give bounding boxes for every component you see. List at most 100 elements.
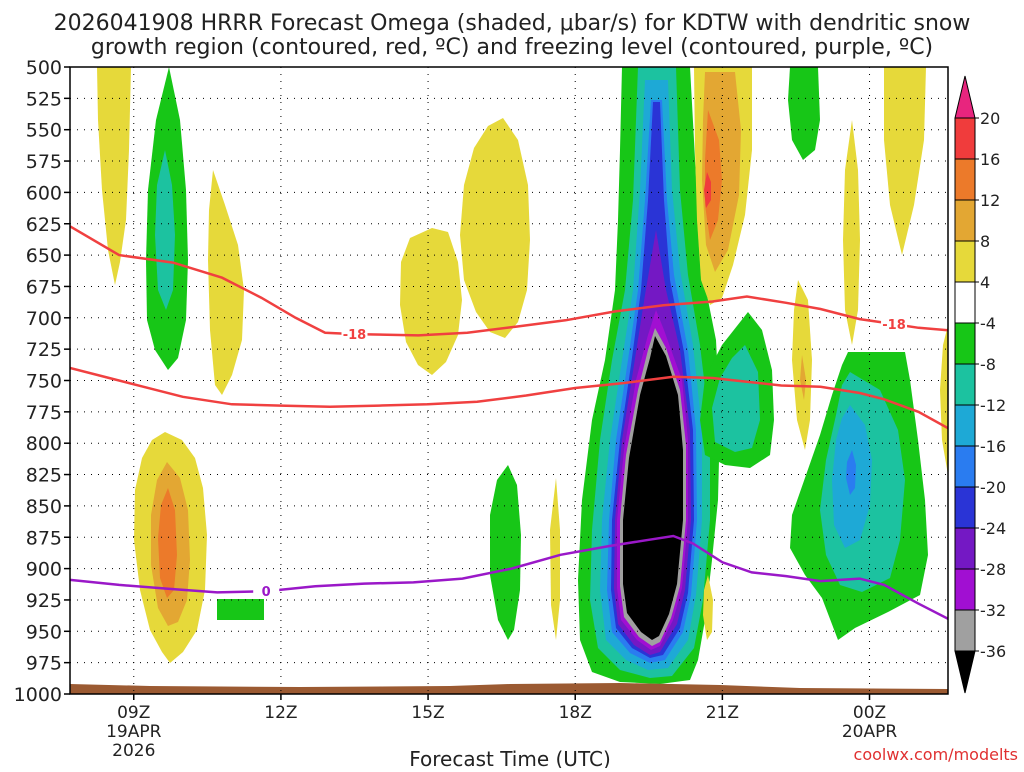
dgz-top-contour-label-bg [881, 316, 908, 332]
omega-descent-patch [884, 67, 926, 255]
omega-shading [70, 67, 948, 694]
colorbar-bin [954, 281, 976, 324]
y-tick-label: 575 [26, 151, 62, 173]
y-tick-label: 950 [26, 621, 62, 643]
x-tick-label: 12Z [264, 703, 297, 723]
colorbar-bin [954, 568, 976, 611]
y-tick-label: 700 [26, 308, 62, 330]
site-credit: coolwx.com/modelts [854, 745, 1018, 764]
colorbar-label: -24 [980, 519, 1006, 538]
x-tick-date: 19APR [106, 722, 162, 742]
colorbar-label: -36 [980, 642, 1006, 661]
omega-descent-patch [703, 575, 713, 640]
omega-descent-patch [800, 355, 806, 400]
contour-labels: -18 -18 0 [253, 316, 908, 600]
y-tick-label: 650 [26, 245, 62, 267]
dgz-top-contour-label-bg [341, 326, 368, 342]
terrain-surface [70, 683, 948, 694]
omega-descent-patch [843, 120, 860, 345]
dgz-top-contour [70, 225, 948, 337]
y-tick-label: 825 [26, 465, 62, 487]
colorbar-bin [954, 404, 976, 447]
y-tick-label: 675 [26, 276, 62, 298]
omega-descent-patch [400, 228, 462, 375]
colorbar-label: 16 [980, 150, 1000, 169]
colorbar-label: -16 [980, 437, 1006, 456]
omega-ascent-patch [217, 599, 264, 620]
y-tick-label: 725 [26, 339, 62, 361]
freezing-level-contour-label-bg [253, 583, 280, 599]
colorbar-bin [954, 240, 976, 283]
omega-ascent-patch [712, 345, 760, 452]
omega-descent-patch [158, 488, 177, 598]
y-tick-label: 800 [26, 433, 62, 455]
omega-descent-patch [208, 170, 244, 395]
x-tick-date: 20APR [842, 722, 898, 742]
y-tick-label: 500 [26, 57, 62, 79]
x-tick-label: 18Z [559, 703, 592, 723]
y-tick-label: 750 [26, 371, 62, 393]
y-tick-label: 975 [26, 653, 62, 675]
colorbar-bottom-arrow [954, 650, 976, 694]
y-tick-label: 525 [26, 88, 62, 110]
y-tick-label: 900 [26, 559, 62, 581]
omega-descent-patch [97, 67, 131, 285]
x-tick-label: 21Z [706, 703, 739, 723]
omega-ascent-patch [490, 465, 521, 640]
colorbar-label: -32 [980, 601, 1006, 620]
x-axis-title: Forecast Time (UTC) [409, 747, 611, 768]
colorbar-bin [954, 486, 976, 529]
colorbar-bin [954, 445, 976, 488]
y-tick-label: 925 [26, 590, 62, 612]
dgz-top-contour-label: -18 [343, 328, 367, 343]
omega-ascent-patch [846, 450, 856, 495]
colorbar-bin [954, 322, 976, 365]
omega-descent-patch [460, 118, 530, 338]
x-tick-label: 15Z [411, 703, 444, 723]
colorbar-label: -28 [980, 560, 1006, 579]
y-tick-label: 775 [26, 402, 62, 424]
y-tick-label: 850 [26, 496, 62, 518]
omega-descent-patch [704, 172, 711, 208]
omega-ascent-patch [155, 150, 175, 310]
colorbar-label: -12 [980, 396, 1006, 415]
x-tick-label: 09Z [117, 703, 150, 723]
colorbar-label: 12 [980, 191, 1000, 210]
colorbar-bin [954, 117, 976, 160]
colorbar-label: 4 [980, 273, 990, 292]
y-tick-label: 625 [26, 214, 62, 236]
omega-descent-patch [550, 478, 560, 640]
freezing-level-contour [70, 534, 948, 620]
omega-descent-patch [705, 110, 722, 240]
colorbar-bin [954, 363, 976, 406]
y-tick-label: 875 [26, 527, 62, 549]
colorbar-bin [954, 199, 976, 242]
dgz-bottom-contour [70, 366, 948, 430]
colorbar-bin [954, 609, 976, 652]
colorbar-label: -20 [980, 478, 1006, 497]
colorbar-bin [954, 527, 976, 570]
freezing-level-contour-label: 0 [262, 585, 271, 600]
colorbar-label: -4 [980, 314, 996, 333]
x-tick-year: 2026 [112, 741, 155, 761]
omega-descent-patch [940, 325, 948, 475]
y-tick-label: 600 [26, 182, 62, 204]
colorbar-top-arrow [954, 75, 976, 119]
x-tick-label: 00Z [853, 703, 886, 723]
chart-title-line2: growth region (contoured, red, ºC) and f… [91, 35, 933, 60]
omega-colorbar: 20 16 12 8 4 -4 -8 -12 -16 -20 -24 -28 -32 -36 [954, 75, 1006, 694]
y-axis: 500 525 550 575 600 625 650 675 700 725 750 775 800 8… [14, 57, 70, 706]
y-tick-label: 550 [26, 120, 62, 142]
chart-title-line1: 2026041908 HRRR Forecast Omega (shaded, … [54, 11, 971, 36]
colorbar-label: -8 [980, 355, 996, 374]
colorbar-bin [954, 158, 976, 201]
omega-ascent-patch [788, 67, 820, 160]
colorbar-label: 8 [980, 232, 990, 251]
colorbar-label: 20 [980, 109, 1000, 128]
contour-lines [70, 225, 948, 620]
y-tick-label: 1000 [14, 684, 62, 706]
dgz-top-contour-label: -18 [882, 318, 906, 333]
